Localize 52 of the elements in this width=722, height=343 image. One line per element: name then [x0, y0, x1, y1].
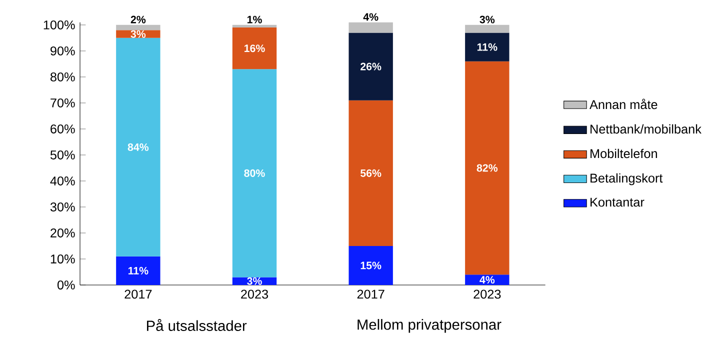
- x-tick-label: 2023: [241, 290, 268, 299]
- x-tick-label: 2023: [474, 290, 501, 299]
- x-tick-label: 2017: [357, 290, 384, 299]
- data-label: 16%: [244, 44, 265, 52]
- y-tick-label: 30%: [50, 202, 75, 212]
- data-label: 84%: [128, 143, 149, 151]
- y-tick-label: 60%: [50, 124, 75, 134]
- data-label: 11%: [128, 266, 148, 274]
- bar: [465, 24, 510, 33]
- legend-label: Mobiltelefon: [590, 148, 657, 158]
- legend-label: Betalingskort: [590, 173, 663, 186]
- bar: [348, 22, 393, 33]
- data-label: 80%: [244, 169, 265, 177]
- bar: [232, 24, 277, 28]
- y-tick-label: 0%: [57, 280, 75, 290]
- data-label: 4%: [480, 276, 495, 284]
- data-label: 3%: [130, 30, 146, 38]
- data-label: 1%: [247, 16, 262, 24]
- y-tick-label: 10%: [50, 254, 75, 264]
- data-label: 15%: [360, 262, 382, 270]
- data-label: 2%: [130, 16, 146, 24]
- y-tick-label: 90%: [50, 46, 75, 56]
- text: Mellom privatpersonar: [358, 319, 502, 333]
- y-tick-label: 100%: [44, 20, 75, 30]
- bar: [348, 246, 393, 285]
- y-tick-label: 50%: [50, 150, 75, 160]
- y-tick-label: 70%: [50, 98, 75, 108]
- bar: [348, 32, 393, 100]
- bar: [232, 69, 277, 278]
- data-label: 11%: [477, 43, 498, 51]
- legend-label: Annan måte: [590, 98, 658, 110]
- x-tick-label: 2017: [124, 290, 152, 299]
- bar: [116, 38, 160, 256]
- bar: [465, 32, 510, 62]
- data-label: 3%: [247, 277, 262, 285]
- data-label: 56%: [360, 169, 382, 177]
- bar: [116, 256, 160, 285]
- legend-label: Nettbank/mobilbank: [590, 124, 702, 134]
- data-label: 26%: [360, 62, 382, 70]
- bar: [348, 100, 393, 246]
- data-label: 82%: [476, 164, 498, 172]
- bar: [116, 24, 160, 30]
- bar: [232, 28, 277, 70]
- y-tick-label: 20%: [50, 228, 75, 238]
- bar: [465, 61, 510, 275]
- legend-label: Kontantar: [590, 198, 644, 207]
- text: På utsalsstader: [147, 319, 247, 331]
- bar: [465, 274, 510, 285]
- data-label: 3%: [480, 16, 495, 24]
- data-label: 4%: [363, 13, 378, 21]
- y-tick-label: 40%: [50, 176, 75, 186]
- y-tick-label: 80%: [50, 72, 75, 82]
